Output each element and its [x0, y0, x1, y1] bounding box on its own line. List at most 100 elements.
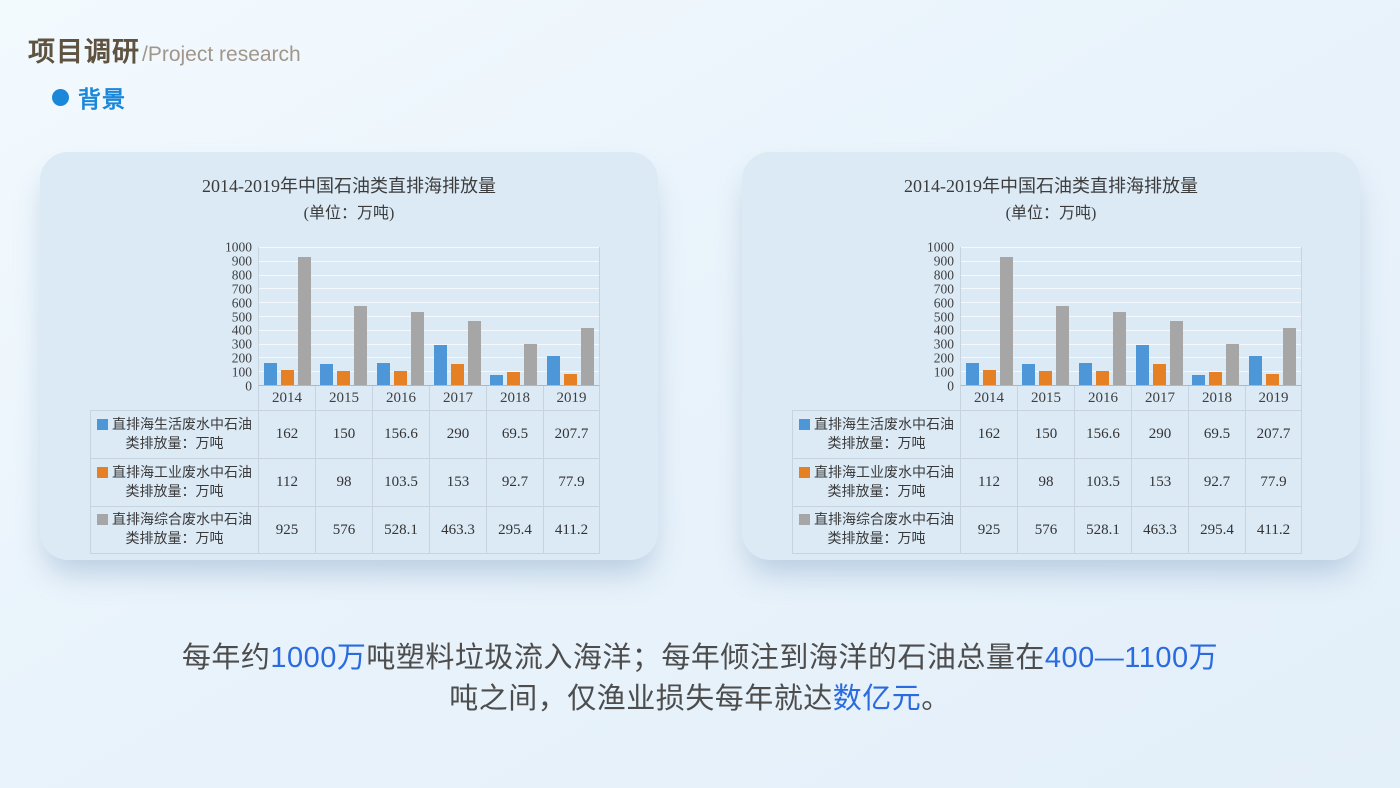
- table-value: 150: [315, 410, 372, 458]
- bar-series1-2015: [320, 364, 334, 385]
- table-value: 92.7: [1188, 458, 1245, 506]
- section-heading: 背景: [52, 80, 126, 114]
- page-title-en: /Project research: [142, 43, 301, 66]
- x-axis-label: 2015: [315, 386, 372, 410]
- y-axis-tick-label: 100: [933, 364, 954, 380]
- bar-series2-2014: [982, 369, 996, 385]
- gridline: [259, 247, 599, 248]
- bar-series1-2015: [1022, 364, 1036, 385]
- bar-series3-2018: [524, 344, 538, 385]
- bar-series1-2017: [1135, 344, 1149, 385]
- gridline: [259, 343, 599, 345]
- gridline: [961, 357, 1301, 359]
- table-value: 69.5: [1188, 410, 1245, 458]
- bar-series3-2017: [1169, 321, 1183, 385]
- gridline: [961, 343, 1301, 345]
- bar-series3-2019: [581, 328, 595, 385]
- bar-series1-2016: [1079, 363, 1093, 385]
- bar-group-2015: [1018, 247, 1075, 385]
- gridline: [259, 371, 599, 373]
- chart-subtitle: (单位：万吨): [1005, 205, 1097, 222]
- y-axis-tick-label: 500: [933, 308, 954, 324]
- chart-subtitle: (单位：万吨): [303, 205, 395, 222]
- x-axis: 2014 2015 2016 2017 2018 2019: [792, 386, 1302, 410]
- gridline: [259, 288, 599, 290]
- bar-group-2017: [429, 247, 486, 385]
- table-value: 98: [315, 458, 372, 506]
- table-value: 153: [429, 458, 486, 506]
- y-axis-tick-label: 0: [245, 378, 252, 394]
- y-axis-tick-label: 600: [933, 294, 954, 310]
- series-label: 直排海综合废水中石油类排放量：万吨: [112, 513, 252, 547]
- table-value: 156.6: [1074, 410, 1131, 458]
- chart-card-left: 2014-2019年中国石油类直排海排放量 (单位：万吨) 1000 900 800 70…: [40, 152, 658, 560]
- page-header: 项目调研 /Project research: [28, 30, 301, 69]
- y-axis-tick-label: 300: [933, 336, 954, 352]
- bar-series1-2014: [965, 362, 979, 385]
- bar-series1-2019: [1249, 356, 1263, 385]
- gridline: [961, 371, 1301, 373]
- gridline: [961, 288, 1301, 290]
- bar-group-2015: [316, 247, 373, 385]
- bar-series2-2019: [1266, 374, 1280, 385]
- x-axis-label: 2016: [1074, 386, 1131, 410]
- table-value: 576: [315, 506, 372, 554]
- x-axis-label: 2014: [960, 386, 1017, 410]
- bar-series2-2015: [1039, 371, 1053, 385]
- highlight-text: 数亿元: [832, 683, 922, 715]
- y-axis: 1000 900 800 700 600 500 400 300 200 100 0: [90, 240, 258, 392]
- highlight-text: 400—1100万: [1044, 642, 1219, 674]
- bar-series1-2014: [263, 362, 277, 385]
- gridline: [961, 329, 1301, 331]
- bar-series3-2018: [1226, 344, 1240, 385]
- table-row: 直排海工业废水中石油类排放量：万吨 112 98 103.5 153 92.7 77.9: [792, 458, 1302, 506]
- series-label: 直排海工业废水中石油类排放量：万吨: [112, 465, 252, 500]
- bar-group-2019: [1244, 247, 1301, 385]
- bar-series3-2019: [1283, 328, 1297, 385]
- gridline: [259, 316, 599, 317]
- table-value: 112: [258, 458, 315, 506]
- bar-series1-2016: [377, 363, 391, 385]
- bar-series1-2019: [547, 356, 561, 385]
- summary-line: 每年约1000万吨塑料垃圾流入海洋；每年倾注到海洋的石油总量在400—1100万: [0, 638, 1400, 679]
- table-value: 92.7: [486, 458, 543, 506]
- legend-cell: 直排海生活废水中石油类排放量：万吨: [90, 410, 258, 458]
- table-value: 295.4: [1188, 506, 1245, 554]
- y-axis-tick-label: 0: [947, 378, 954, 394]
- chart-zone: 1000 900 800 700 600 500 400 300 200 100 0 2014 2015…: [792, 240, 1302, 554]
- highlight-text: 1000万: [270, 642, 367, 674]
- table-value: 925: [258, 506, 315, 554]
- gridline: [961, 316, 1301, 317]
- table-value: 528.1: [372, 506, 429, 554]
- table-row: 直排海生活废水中石油类排放量：万吨 162 150 156.6 290 69.5 207.7: [90, 410, 600, 458]
- gridline: [961, 302, 1301, 304]
- table-value: 162: [960, 410, 1017, 458]
- bar-series2-2019: [564, 374, 578, 385]
- bar-group-2016: [372, 247, 429, 385]
- table-value: 463.3: [429, 506, 486, 554]
- chart-card-right: 2014-2019年中国石油类直排海排放量 (单位：万吨) 1000 900 800 70…: [742, 152, 1360, 560]
- table-value: 925: [960, 506, 1017, 554]
- bars: [259, 247, 599, 385]
- bar-series3-2016: [1113, 312, 1127, 385]
- bar-series3-2015: [354, 305, 368, 385]
- x-axis-label: 2016: [372, 386, 429, 410]
- x-axis-label: 2018: [486, 386, 543, 410]
- bar-group-2014: [259, 247, 316, 385]
- table-row: 直排海综合废水中石油类排放量：万吨 925 576 528.1 463.3 295.4 41…: [792, 506, 1302, 554]
- table-value: 77.9: [1245, 458, 1302, 506]
- y-axis-tick-label: 800: [933, 267, 954, 283]
- legend-swatch-icon: [799, 418, 810, 430]
- legend-cell: 直排海综合废水中石油类排放量：万吨: [90, 506, 258, 554]
- bar-series2-2018: [507, 372, 521, 385]
- y-axis-tick-label: 700: [231, 280, 252, 296]
- legend-cell: 直排海工业废水中石油类排放量：万吨: [90, 458, 258, 506]
- summary-line: 吨之间，仅渔业损失每年就达数亿元。: [0, 679, 1400, 720]
- table-value: 528.1: [1074, 506, 1131, 554]
- table-value: 411.2: [1245, 506, 1302, 554]
- y-axis-tick-label: 1000: [927, 239, 954, 255]
- table-value: 463.3: [1131, 506, 1188, 554]
- table-value: 112: [960, 458, 1017, 506]
- y-axis-tick-label: 700: [933, 280, 954, 296]
- bar-series3-2014: [999, 257, 1013, 385]
